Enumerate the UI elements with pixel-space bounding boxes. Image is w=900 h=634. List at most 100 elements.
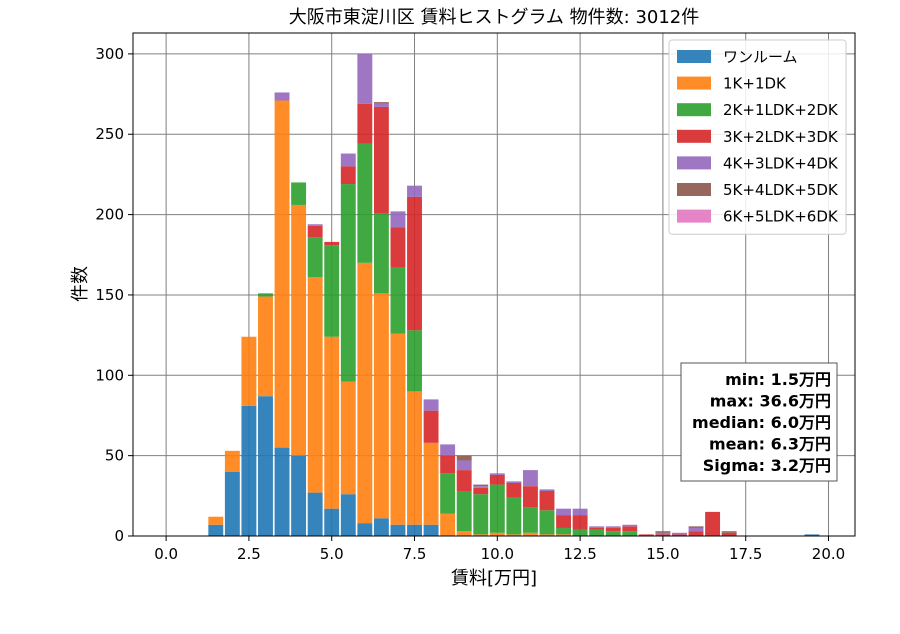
stats-box: min: 1.5万円 max: 36.6万円 median: 6.0万円 mean: … — [680, 362, 838, 482]
histogram-bar — [324, 241, 340, 246]
stats-line: mean: 6.3万円 — [709, 435, 831, 454]
chart-title: 大阪市東淀川区 賃料ヒストグラム 物件数: 3012件 — [289, 7, 700, 28]
histogram-bar — [373, 518, 389, 536]
histogram-bar — [572, 515, 588, 530]
x-tick-label: 5.0 — [320, 545, 344, 563]
histogram-bar — [390, 524, 406, 536]
histogram-bar — [473, 494, 489, 535]
histogram-bar — [572, 529, 588, 536]
histogram-bar — [622, 531, 638, 536]
histogram-bar — [473, 484, 489, 487]
legend-label: 3K+2LDK+3DK — [723, 128, 839, 146]
histogram-bar — [456, 460, 472, 471]
histogram-bar — [423, 442, 439, 525]
histogram-bar — [307, 277, 323, 493]
histogram-bar — [324, 336, 340, 509]
histogram-bar — [473, 534, 489, 536]
histogram-bar — [274, 100, 290, 448]
histogram-bar — [556, 527, 572, 535]
histogram-bar — [655, 534, 671, 536]
histogram-bar — [407, 391, 422, 525]
histogram-bar — [489, 473, 505, 475]
histogram-bar — [373, 106, 389, 213]
histogram-bar — [672, 532, 687, 535]
histogram-bar — [473, 487, 489, 495]
x-tick-label: 20.0 — [812, 545, 845, 563]
y-tick-label: 300 — [95, 45, 124, 63]
histogram-bar — [407, 196, 422, 331]
histogram-bar — [324, 245, 340, 337]
histogram-bar — [489, 484, 505, 533]
histogram-bar — [224, 471, 240, 536]
stats-line: min: 1.5万円 — [725, 370, 831, 389]
histogram-bar — [572, 508, 588, 516]
histogram-bar — [506, 534, 522, 536]
histogram-bar — [522, 532, 538, 536]
histogram-bar — [274, 447, 290, 536]
histogram-bar — [274, 92, 290, 101]
x-tick-label: 10.0 — [481, 545, 514, 563]
legend: ワンルーム 1K+1DK 2K+1LDK+2DK 3K+2LDK+3DK 4K+3LDK… — [668, 39, 847, 235]
y-tick-label: 150 — [95, 286, 124, 304]
histogram-bar — [258, 293, 273, 297]
histogram-bar — [672, 534, 687, 536]
histogram-bar — [456, 531, 472, 536]
histogram-bar — [208, 524, 224, 536]
histogram-bar — [655, 531, 671, 533]
histogram-bar — [539, 489, 555, 492]
legend-swatch — [677, 209, 711, 223]
histogram-bar — [605, 526, 621, 528]
histogram-bar — [291, 204, 307, 456]
histogram-bar — [539, 534, 555, 536]
histogram-bar — [340, 166, 356, 185]
x-tick-label: 15.0 — [646, 545, 679, 563]
histogram-bar — [357, 103, 373, 144]
bars — [208, 53, 820, 536]
histogram-bar — [605, 531, 621, 536]
histogram-bar — [307, 237, 323, 278]
histogram-bar — [688, 526, 704, 528]
histogram-bar — [423, 410, 439, 443]
legend-label: 5K+4LDK+5DK — [723, 181, 839, 199]
legend-swatch — [677, 50, 711, 63]
histogram-bar — [688, 531, 704, 536]
legend-box — [668, 39, 847, 235]
histogram-bar — [522, 470, 538, 487]
y-axis-title: 件数 — [70, 266, 91, 302]
histogram-bar — [390, 227, 406, 268]
plot-frame — [132, 32, 856, 537]
histogram-bar — [307, 224, 323, 226]
histogram-bar — [307, 492, 323, 536]
legend-label: 6K+5LDK+6DK — [723, 208, 839, 226]
histogram-bar — [556, 508, 572, 516]
histogram-bar — [373, 102, 389, 104]
histogram-bar — [638, 534, 654, 536]
histogram-bar — [357, 53, 373, 104]
histogram-bar — [456, 455, 472, 461]
histogram-bar — [589, 529, 605, 536]
histogram-bar — [423, 524, 439, 536]
x-tick-label: 7.5 — [403, 545, 427, 563]
histogram-bar — [357, 262, 373, 524]
legend-label: 4K+3LDK+4DK — [723, 154, 839, 172]
histogram-bar — [241, 405, 257, 536]
ticks: 0.0 2.5 5.0 7.5 10.0 12.5 15.0 17.5 20.0 0 50 100 15… — [95, 45, 845, 563]
histogram-bar — [440, 513, 456, 536]
histogram-bar — [721, 531, 737, 533]
histogram-bar — [705, 511, 721, 536]
histogram-bar — [506, 482, 522, 498]
histogram-bar — [506, 497, 522, 535]
histogram-bar — [423, 399, 439, 411]
histogram-bar — [489, 474, 505, 485]
histogram-bar — [506, 481, 522, 483]
histogram-bar — [373, 103, 389, 107]
histogram-bar — [456, 491, 472, 532]
x-tick-label: 12.5 — [563, 545, 596, 563]
stats-line: Sigma: 3.2万円 — [703, 456, 831, 475]
histogram-bar — [556, 515, 572, 528]
stats-line: median: 6.0万円 — [692, 413, 831, 432]
histogram-bar — [340, 494, 356, 536]
histogram-bar — [208, 516, 224, 525]
histogram-bar — [340, 184, 356, 382]
